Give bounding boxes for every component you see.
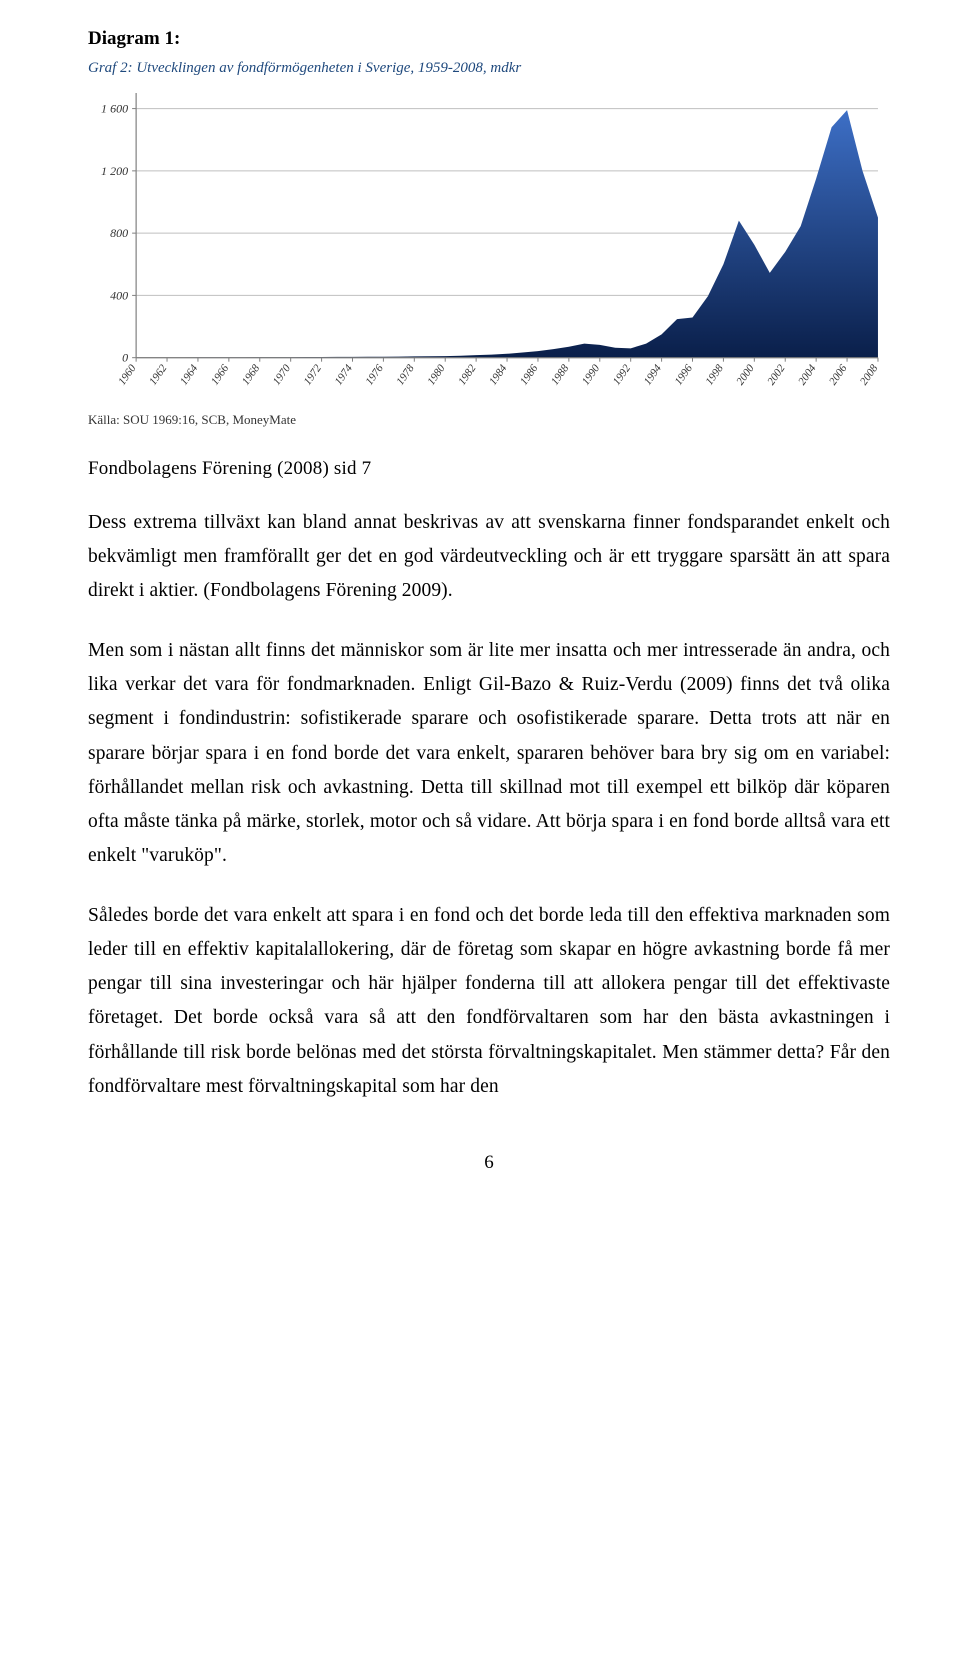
chart-title: Graf 2: Utvecklingen av fondförmögenhete… [88, 60, 890, 77]
svg-text:400: 400 [110, 288, 128, 302]
svg-text:1962: 1962 [147, 362, 170, 387]
svg-text:1978: 1978 [394, 362, 417, 387]
body-paragraph-1: Dess extrema tillväxt kan bland annat be… [88, 506, 890, 608]
chart-svg: 0 400 800 1 200 1 600 1960 1962 1964 1966 1968 197… [88, 85, 890, 406]
svg-text:1964: 1964 [178, 362, 201, 387]
svg-text:1986: 1986 [518, 362, 541, 387]
svg-text:2008: 2008 [858, 362, 881, 387]
chart-caption: Fondbolagens Förening (2008) sid 7 [88, 458, 890, 480]
svg-text:2002: 2002 [765, 362, 788, 387]
area-chart: 0 400 800 1 200 1 600 1960 1962 1964 1966 1968 197… [88, 85, 890, 406]
svg-text:1974: 1974 [332, 362, 355, 387]
diagram-label: Diagram 1: [88, 28, 890, 50]
svg-text:1998: 1998 [703, 362, 726, 387]
body-paragraph-3: Således borde det vara enkelt att spara … [88, 899, 890, 1104]
svg-text:1996: 1996 [672, 362, 695, 387]
svg-text:1988: 1988 [549, 362, 572, 387]
svg-text:1968: 1968 [240, 362, 263, 387]
svg-text:1984: 1984 [487, 362, 510, 387]
body-paragraph-2: Men som i nästan allt finns det människo… [88, 634, 890, 873]
page-number: 6 [88, 1152, 890, 1174]
svg-text:1994: 1994 [642, 362, 665, 387]
svg-text:1972: 1972 [302, 362, 325, 387]
svg-text:1980: 1980 [425, 362, 448, 387]
svg-text:1982: 1982 [456, 362, 479, 387]
svg-text:1 600: 1 600 [101, 102, 128, 116]
chart-source: Källa: SOU 1969:16, SCB, MoneyMate [88, 412, 890, 428]
svg-text:1976: 1976 [363, 362, 386, 387]
svg-text:1992: 1992 [611, 362, 634, 387]
svg-text:2004: 2004 [796, 362, 819, 387]
svg-text:0: 0 [122, 351, 128, 365]
svg-text:1966: 1966 [209, 362, 232, 387]
svg-text:1990: 1990 [580, 362, 603, 387]
svg-text:1970: 1970 [271, 362, 294, 387]
svg-text:1960: 1960 [116, 362, 139, 387]
svg-text:1 200: 1 200 [101, 164, 128, 178]
svg-text:800: 800 [110, 226, 128, 240]
svg-text:2000: 2000 [734, 362, 757, 387]
svg-text:2006: 2006 [827, 362, 850, 387]
